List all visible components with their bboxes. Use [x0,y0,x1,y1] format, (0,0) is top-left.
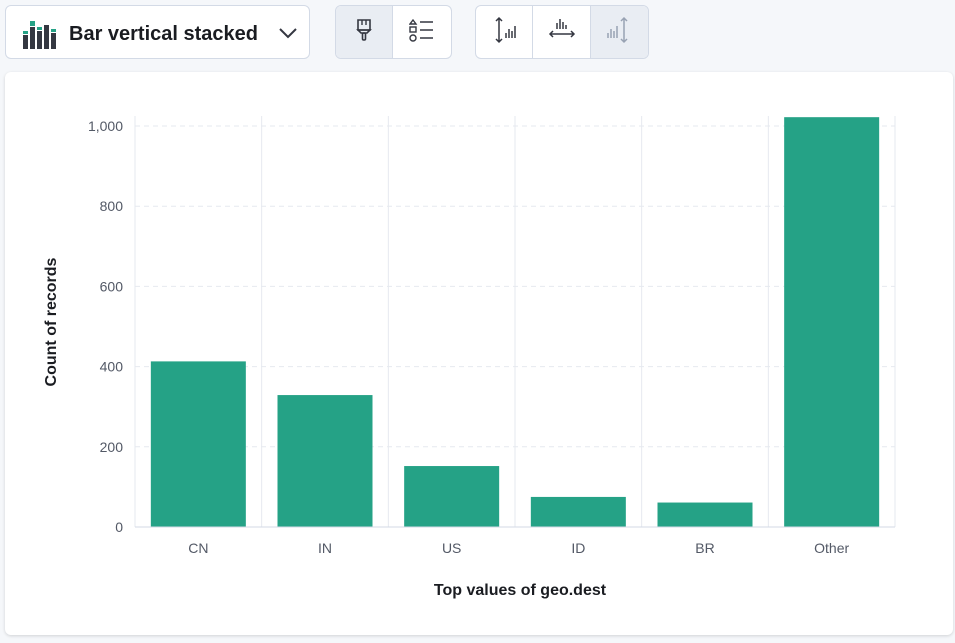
x-axis-title: Top values of geo.dest [434,582,607,599]
x-tick-label: CN [188,540,208,556]
bottom-axis-icon [548,17,576,48]
x-tick-label: BR [695,540,714,556]
y-axis-title: Count of records [43,257,60,386]
bottom-axis-button[interactable] [533,6,591,58]
y-tick-label: 0 [115,519,123,535]
left-axis-button[interactable] [476,6,534,58]
legend-list-icon [408,17,435,48]
bar-other [784,117,880,527]
bar-br [657,502,753,527]
x-tick-label: IN [318,540,332,556]
right-axis-icon [606,16,632,49]
x-tick-label: US [442,540,461,556]
y-tick-label: 400 [100,359,124,375]
y-tick-label: 1,000 [88,118,123,134]
right-axis-button[interactable] [590,6,648,58]
bar-us [404,466,500,527]
bar-in [277,395,373,527]
bar-stacked-icon [23,21,59,54]
axis-button-group [475,5,649,59]
left-axis-icon [491,16,517,49]
legend-button[interactable] [393,6,451,58]
chevron-down-icon [278,26,298,45]
appearance-button-group [335,5,452,59]
x-tick-label: Other [814,540,849,556]
y-tick-label: 800 [100,198,124,214]
chart-type-label: Bar vertical stacked [69,23,259,45]
x-tick-label: ID [571,540,585,556]
toolbar: Bar vertical stacked [0,0,955,66]
y-tick-label: 200 [100,439,124,455]
bar-chart: 0 200 400 600 800 1,000 CN IN US ID BR Other Top val… [43,116,896,599]
paintbrush-icon [355,18,373,47]
bar-id [530,496,626,527]
chart-type-selector[interactable]: Bar vertical stacked [5,5,310,59]
chart-panel: 0 200 400 600 800 1,000 CN IN US ID BR Other Top val… [5,72,953,635]
bar-cn [150,361,246,527]
visual-options-button[interactable] [336,6,394,58]
y-tick-label: 600 [100,278,124,294]
